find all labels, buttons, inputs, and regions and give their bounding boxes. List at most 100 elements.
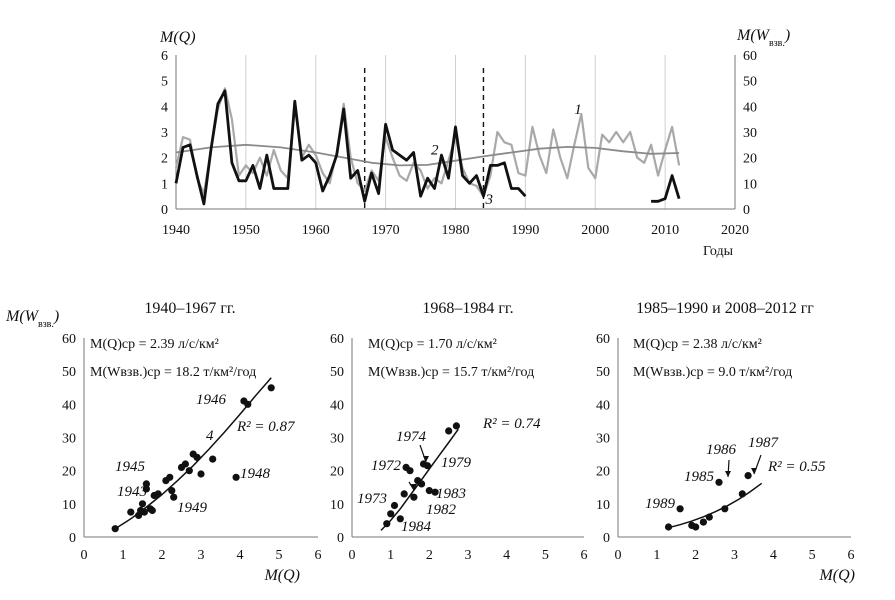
year-label: 1948 (240, 466, 271, 482)
year-label: 1983 (436, 486, 466, 502)
arrow-head (411, 484, 417, 490)
chart-title: 1985–1990 и 2008–2012 гг (636, 300, 814, 317)
x-tick-label: 0 (81, 548, 88, 563)
data-point (387, 510, 395, 518)
x-tick-label: 2000 (581, 223, 609, 238)
data-point (715, 478, 723, 486)
data-point (425, 487, 433, 495)
data-point (166, 473, 174, 481)
y-tick-label-left: 2 (161, 152, 168, 167)
trend-line (668, 482, 763, 529)
y-tick-label: 40 (62, 398, 76, 413)
x-tick-label: 6 (581, 548, 588, 563)
data-point (400, 490, 408, 498)
y-tick-label-right: 10 (743, 177, 757, 192)
y-tick-label: 50 (596, 365, 610, 380)
arrow-head (751, 468, 757, 474)
year-label: 1985 (684, 469, 715, 485)
year-label: 1982 (426, 502, 457, 518)
x-tick-label: 5 (276, 548, 283, 563)
arrow-head (423, 456, 429, 462)
data-point (692, 523, 700, 531)
y-tick-label: 20 (62, 465, 76, 480)
data-point (193, 453, 201, 461)
data-point (410, 493, 418, 501)
stats-mean-w: M(Wвзв.)ср = 15.7 т/км²/год (368, 365, 534, 380)
series-line-1 (174, 87, 681, 198)
data-point (705, 513, 713, 521)
data-point (111, 525, 119, 533)
y-tick-label: 30 (62, 432, 76, 447)
y-tick-label: 10 (596, 498, 610, 513)
stats-mean-w: M(Wвзв.)ср = 18.2 т/км²/год (90, 365, 256, 380)
y-tick-label: 0 (337, 531, 344, 546)
data-point (423, 462, 431, 470)
data-point (383, 520, 391, 528)
data-point (664, 523, 673, 531)
x-tick-label: 1980 (442, 223, 470, 238)
data-point (232, 473, 240, 481)
y-tick-label: 30 (596, 432, 610, 447)
y-tick-label: 60 (62, 332, 76, 347)
y-tick-label-left: 1 (161, 177, 168, 192)
year-label: 4 (206, 428, 214, 444)
x-tick-label: 1 (653, 548, 660, 563)
y-tick-label: 10 (330, 498, 344, 513)
x-tick-label: 4 (770, 548, 777, 563)
x-tick-label: 1990 (511, 223, 539, 238)
x-tick-label: 1940 (162, 223, 190, 238)
year-label: 1987 (748, 435, 780, 451)
arrow-head (725, 471, 731, 477)
time-series-chart: 1940 1950 1960 1970 1980 1990 2000 2010 20200123… (159, 27, 790, 259)
data-point (185, 467, 193, 475)
curve-label-2: 2 (431, 143, 439, 159)
annotation-arrow (408, 481, 415, 491)
year-label: 1986 (706, 442, 737, 458)
data-point (445, 427, 453, 435)
y-tick-label: 60 (330, 332, 344, 347)
year-label: 1946 (196, 392, 227, 408)
x-tick-label: 3 (465, 548, 472, 563)
year-label: 1949 (177, 500, 208, 516)
chart-title: 1940–1967 гг. (144, 300, 235, 317)
data-point (142, 480, 150, 488)
year-label: 1989 (645, 496, 676, 512)
data-point (699, 518, 708, 526)
y-tick-label-right: 40 (743, 100, 757, 115)
y-tick-label-left: 5 (161, 75, 168, 90)
data-point (406, 467, 414, 475)
year-label: 1979 (441, 455, 472, 471)
x-tick-label: 3 (731, 548, 738, 563)
data-point (148, 506, 156, 515)
y-tick-label: 50 (330, 365, 344, 380)
curve-label-1: 1 (574, 102, 582, 118)
x-tick-label: 0 (349, 548, 356, 563)
data-point (676, 505, 684, 513)
data-point (197, 470, 205, 478)
x-tick-label: 6 (315, 548, 322, 563)
data-point (138, 500, 147, 508)
data-point (127, 508, 135, 516)
r-squared-label: R² = 0.87 (236, 419, 296, 435)
data-point (140, 508, 148, 516)
y-tick-label-right: 30 (743, 126, 757, 141)
stats-mean-q: M(Q)ср = 2.39 л/с/км² (90, 337, 219, 352)
y-tick-label-left: 3 (161, 126, 168, 141)
x-tick-label: 5 (809, 548, 816, 563)
data-point (396, 515, 404, 523)
stats-mean-w: M(Wвзв.)ср = 9.0 т/км²/год (633, 365, 792, 380)
data-point (744, 472, 752, 480)
x-tick-label: 2020 (721, 223, 749, 238)
data-point (738, 490, 746, 498)
x-tick-label: 2 (692, 548, 699, 563)
y-tick-label-left: 4 (161, 100, 168, 115)
y-axis-label-left: M(Q) (159, 29, 196, 46)
data-point (168, 487, 176, 495)
x-tick-label: 5 (542, 548, 549, 563)
x-axis-label: M(Q) (263, 567, 300, 584)
data-point (418, 480, 426, 488)
